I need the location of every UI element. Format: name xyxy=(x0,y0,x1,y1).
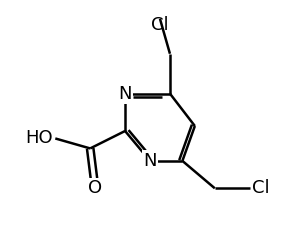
Text: Cl: Cl xyxy=(252,179,270,197)
Text: Cl: Cl xyxy=(151,16,169,34)
Text: O: O xyxy=(88,179,102,197)
Text: HO: HO xyxy=(25,130,53,147)
Text: N: N xyxy=(118,85,132,103)
Text: N: N xyxy=(143,152,157,170)
